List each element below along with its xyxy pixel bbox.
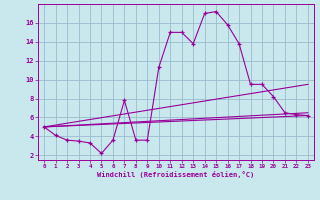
X-axis label: Windchill (Refroidissement éolien,°C): Windchill (Refroidissement éolien,°C): [97, 171, 255, 178]
